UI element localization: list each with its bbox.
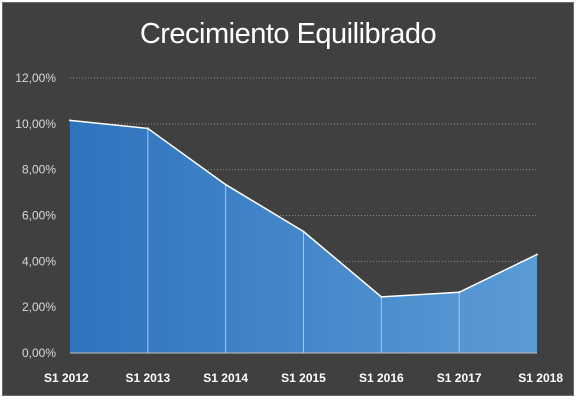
x-tick-label: S1 2018 <box>518 371 563 385</box>
data-point <box>458 291 461 294</box>
x-tick-label: S1 2013 <box>125 371 170 385</box>
x-axis: S1 2012 S1 2013 S1 2014 S1 2015 S1 2016 S1 20… <box>44 371 563 385</box>
y-tick-label: 8,00% <box>22 163 56 177</box>
data-point <box>380 295 383 298</box>
x-tick-label: S1 2015 <box>281 371 326 385</box>
chart-title: Crecimiento Equilibrado <box>139 18 437 50</box>
x-tick-label: S1 2017 <box>437 371 482 385</box>
area-series <box>69 119 538 354</box>
y-tick-label: 0,00% <box>22 346 56 360</box>
y-tick-label: 10,00% <box>15 117 56 131</box>
y-tick-label: 2,00% <box>22 300 56 314</box>
x-tick-label: S1 2012 <box>44 371 89 385</box>
y-tick-label: 4,00% <box>22 254 56 268</box>
data-point <box>536 253 538 256</box>
y-tick-label: 12,00% <box>15 71 56 85</box>
y-tick-label: 6,00% <box>22 209 56 223</box>
x-tick-label: S1 2016 <box>359 371 404 385</box>
x-tick-label: S1 2014 <box>203 371 248 385</box>
data-point <box>146 127 149 130</box>
y-axis: 0,00% 2,00% 4,00% 6,00% 8,00% 10,00% 12,00% <box>15 71 56 360</box>
data-point <box>302 230 305 233</box>
data-point <box>224 183 227 186</box>
data-point <box>69 119 71 122</box>
